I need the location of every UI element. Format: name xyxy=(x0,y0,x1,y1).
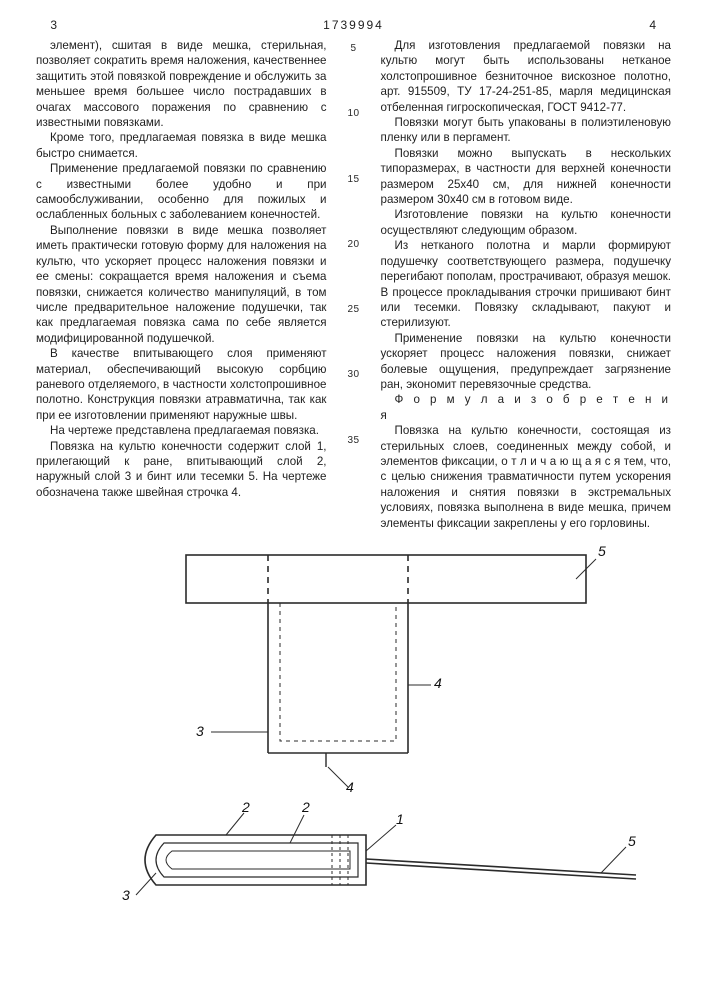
fig-label-3-top: 3 xyxy=(196,723,204,739)
left-p5: В качестве впитывающего слоя применяют м… xyxy=(36,346,327,423)
left-column: элемент), сшитая в виде мешка, стерильна… xyxy=(36,38,327,531)
line-mark: 35 xyxy=(347,434,359,447)
line-mark: 10 xyxy=(347,107,359,120)
line-mark: 20 xyxy=(347,238,359,251)
line-mark: 15 xyxy=(347,173,359,186)
right-p1: Для изготовления предлагаемой повязки на… xyxy=(381,38,672,115)
right-p7: Повязка на культю конечности, состоящая … xyxy=(381,423,672,531)
line-mark: 30 xyxy=(347,368,359,381)
left-p1: элемент), сшитая в виде мешка, стерильна… xyxy=(36,38,327,130)
fig-label-5-top: 5 xyxy=(598,543,606,559)
fig-label-2b-bot: 2 xyxy=(302,799,310,815)
left-p7: Повязка на культю конечности содержит сл… xyxy=(36,439,327,501)
drawing-svg xyxy=(36,535,676,925)
drawing-area: 3 4 4 5 3 2 2 1 5 xyxy=(36,535,671,925)
left-p4: Выполнение повязки в виде мешка позволяе… xyxy=(36,223,327,346)
line-mark: 25 xyxy=(347,303,359,316)
right-p5: Из нетканого полотна и марли формируют п… xyxy=(381,238,672,330)
fig-label-2-bot: 2 xyxy=(242,799,250,815)
right-p2: Повязки могут быть упакованы в полиэтиле… xyxy=(381,115,672,146)
left-p3: Применение предлагаемой повязки по сравн… xyxy=(36,161,327,223)
page-number-left: 3 xyxy=(44,18,64,32)
left-p2: Кроме того, предлагаемая повязка в виде … xyxy=(36,130,327,161)
page-root: 3 1739994 4 элемент), сшитая в виде мешк… xyxy=(0,0,707,1000)
fig-label-3-bot: 3 xyxy=(122,887,130,903)
page-header: 3 1739994 4 xyxy=(36,18,671,38)
right-column: Для изготовления предлагаемой повязки на… xyxy=(381,38,672,531)
line-number-gutter: 5 10 15 20 25 30 35 xyxy=(345,38,363,531)
fig-label-4-top: 4 xyxy=(434,675,442,691)
text-columns: элемент), сшитая в виде мешка, стерильна… xyxy=(36,38,671,531)
right-p6: Применение повязки на культю конечности … xyxy=(381,331,672,393)
page-number-right: 4 xyxy=(643,18,663,32)
left-p6: На чертеже представлена предлагаемая пов… xyxy=(36,423,327,438)
right-p4: Изготовление повязки на культю конечност… xyxy=(381,207,672,238)
right-p3: Повязки можно выпускать в нескольких тип… xyxy=(381,146,672,208)
fig-label-4b-top: 4 xyxy=(346,779,354,795)
fig-label-5-bot: 5 xyxy=(628,833,636,849)
fig-label-1-bot: 1 xyxy=(396,811,404,827)
fig-bottom xyxy=(136,813,636,895)
fig-top xyxy=(186,555,596,787)
document-number: 1739994 xyxy=(64,18,643,32)
invention-formula-title: Ф о р м у л а и з о б р е т е н и я xyxy=(381,392,672,423)
line-mark: 5 xyxy=(350,42,356,55)
